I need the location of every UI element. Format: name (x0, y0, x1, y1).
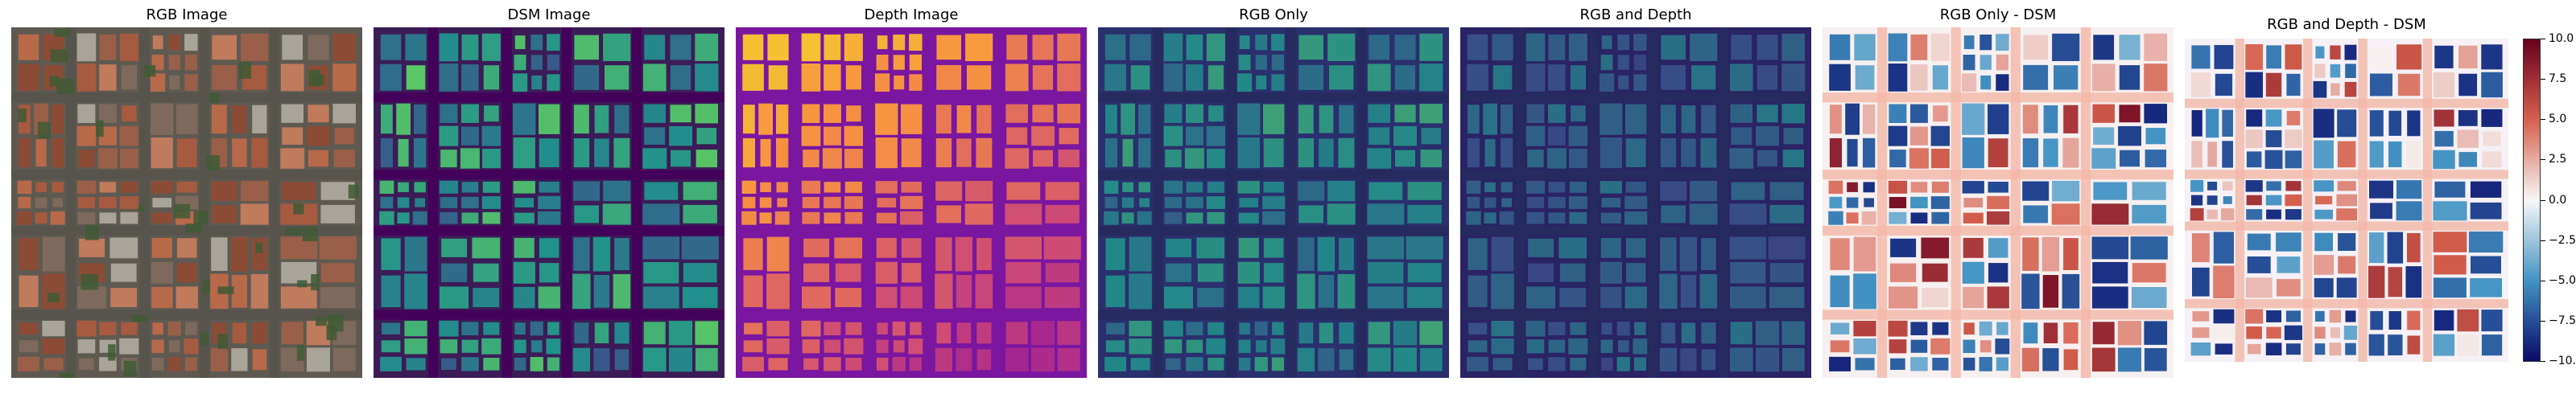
colorbar-tick-label: −10.0 (2549, 355, 2576, 367)
panel-title: Depth Image (864, 6, 959, 23)
colorbar-tick-label: 7.5 (2549, 72, 2567, 86)
panel-rgb-only: RGB Only (1098, 5, 1449, 383)
panel-title: RGB and Depth (1579, 6, 1692, 23)
rgb-only-prediction (1098, 27, 1449, 378)
colorbar-tick (2541, 361, 2545, 362)
rgb-only-dsm-difference (1823, 27, 2174, 378)
colorbar-tick (2541, 79, 2545, 80)
panel-depth-image: Depth Image (736, 5, 1087, 383)
depth-image (736, 27, 1087, 378)
panel-rgb-and-depth-dsm: RGB and Depth - DSM (2185, 5, 2508, 383)
colorbar-tick-label: −5.0 (2549, 273, 2576, 287)
colorbar-tick (2541, 320, 2545, 322)
panel-rgb-only-dsm: RGB Only - DSM (1823, 5, 2174, 383)
colorbar-tick (2541, 240, 2545, 241)
colorbar-tick-label: 10.0 (2549, 32, 2574, 45)
colorbar-tick (2541, 159, 2545, 161)
colorbar-tick-label: 5.0 (2549, 113, 2567, 126)
panel-dsm-image: DSM Image (374, 5, 724, 383)
panel-title: RGB Only (1239, 6, 1308, 23)
colorbar: 10.0 7.5 5.0 2.5 0.0 −2.5 −5.0 −7.5 −10.0 (2523, 33, 2576, 367)
dsm-image (374, 27, 724, 378)
colorbar-tick-label: −7.5 (2549, 314, 2576, 327)
panel-rgb-image: RGB Image (11, 5, 362, 383)
panel-title: RGB and Depth - DSM (2267, 16, 2426, 33)
rgb-and-depth-prediction (1460, 27, 1811, 378)
panel-title: DSM Image (507, 6, 591, 23)
colorbar-tick-label: 2.5 (2549, 153, 2567, 166)
rgb-image (11, 27, 362, 378)
colorbar-gradient (2523, 39, 2541, 362)
colorbar-tick (2541, 199, 2545, 201)
rgb-and-depth-dsm-difference (2185, 39, 2508, 362)
panel-title: RGB Only - DSM (1939, 6, 2057, 23)
colorbar-tick-label: −2.5 (2549, 233, 2576, 247)
colorbar-tick-label: 0.0 (2549, 193, 2567, 207)
panel-rgb-and-depth: RGB and Depth (1460, 5, 1811, 383)
panel-title: RGB Image (146, 6, 228, 23)
colorbar-tick (2541, 119, 2545, 121)
